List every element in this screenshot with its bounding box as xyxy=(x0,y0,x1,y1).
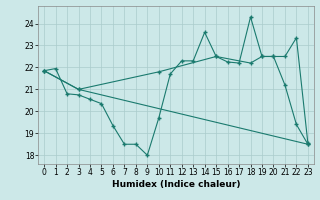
X-axis label: Humidex (Indice chaleur): Humidex (Indice chaleur) xyxy=(112,180,240,189)
